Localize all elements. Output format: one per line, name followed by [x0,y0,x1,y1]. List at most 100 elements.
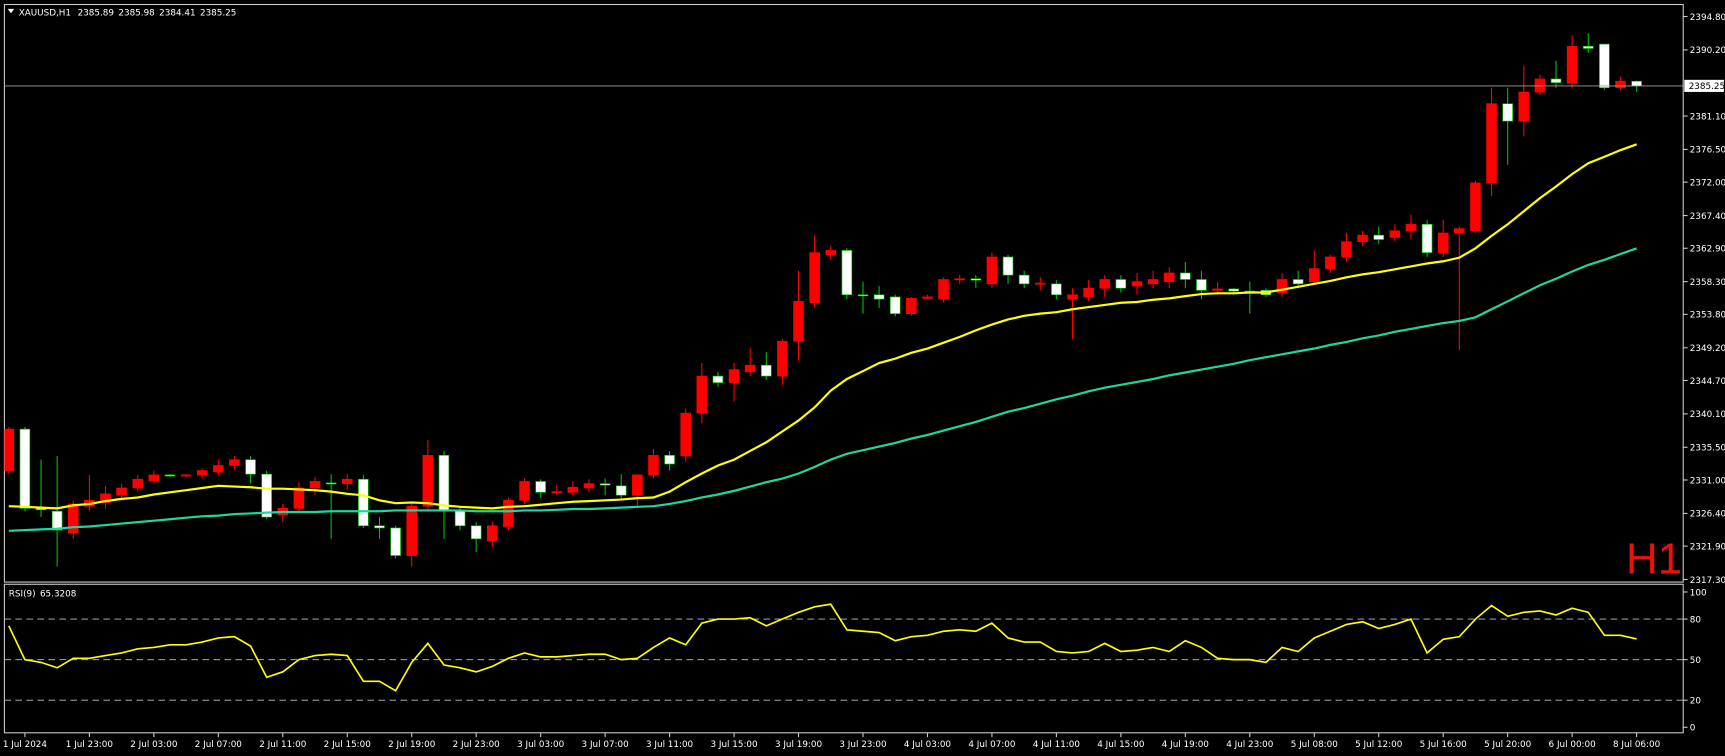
candle-body [1034,282,1046,285]
x-tick-label: 2 Jul 15:00 [324,740,372,750]
candle-body [325,482,337,485]
candle-body [1566,45,1578,84]
candle-body [358,478,369,527]
candle-body [809,252,820,304]
candle-body [1454,228,1465,234]
x-tick-label: 2 Jul 07:00 [195,740,243,750]
candle-body [390,527,401,556]
candle-body [615,485,627,496]
rsi-tick-label: 20 [1690,697,1702,707]
candle-body [100,493,111,503]
y-tick-label: 2362.90 [1690,245,1725,255]
x-tick-label: 3 Jul 07:00 [582,740,630,750]
symbol: XAUUSD,H1 [19,9,71,19]
candle-body [857,294,869,297]
x-tick-label: 5 Jul 08:00 [1291,740,1339,750]
rsi-panel [3,583,1684,734]
candle-body [245,459,256,475]
candle-body [164,474,176,477]
x-tick-label: 4 Jul 03:00 [904,740,952,750]
candle-body [1292,279,1304,285]
candle-body [873,294,885,300]
candle-body [341,478,353,484]
y-tick-label: 2335.50 [1690,444,1725,454]
y-tick-label: 2321.90 [1690,542,1725,552]
candle-body [422,454,434,507]
candle-body [1115,279,1127,289]
y-tick-label: 2376.50 [1690,146,1725,156]
candle-body [1357,234,1368,243]
candle-body [519,481,530,501]
candle-body [503,500,514,527]
rsi-line [8,603,1637,692]
y-tick-label: 2372.00 [1690,178,1725,188]
candle-body [1018,274,1030,285]
y-tick-label: 2344.70 [1690,377,1725,387]
rsi-value: 65.3208 [40,589,76,599]
x-tick-label: 5 Jul 12:00 [1355,740,1403,750]
candle-body [132,478,144,489]
close-price: 2385.25 [200,9,236,19]
last-price-box [1684,79,1724,92]
menu-arrow[interactable] [7,8,15,14]
x-tick-label: 2 Jul 11:00 [259,740,307,750]
y-tick-label: 2317.30 [1690,576,1725,586]
y-tick-label: 2381.10 [1690,112,1725,122]
x-tick-label: 3 Jul 19:00 [775,740,823,750]
y-tick-label: 2326.40 [1690,510,1725,520]
candle-body [1180,272,1191,280]
candle-body [1325,256,1336,269]
candle-body [696,375,708,414]
x-tick-label: 1 Jul 2024 [3,740,48,750]
candle-body [1308,268,1320,282]
candle-body [470,525,482,540]
candle-body [922,296,933,299]
candle-body [180,474,192,477]
y-tick-label: 2390.20 [1690,46,1725,56]
candle-body [889,296,901,314]
candle-body [664,454,675,465]
x-tick-label: 8 Jul 06:00 [1613,740,1661,750]
x-tick-label: 6 Jul 00:00 [1549,740,1597,750]
low-price: 2384.41 [159,9,195,19]
main-panel [3,3,1684,583]
candle-body [1131,281,1143,287]
x-tick-label: 4 Jul 07:00 [968,740,1016,750]
candle-body [793,300,804,342]
candle-body [116,487,127,496]
candle-body [648,454,659,476]
candle-body [261,473,272,518]
candle-body [1631,80,1642,87]
candle-body [438,454,450,512]
candle-body [1502,103,1513,122]
candle-body [1470,182,1481,232]
candle-body [1147,279,1159,285]
high-price: 2385.98 [118,9,154,19]
candle-body [906,298,917,314]
last-price-label: 2385.25 [1689,82,1725,92]
candle-body [680,412,691,457]
x-tick-label: 3 Jul 03:00 [517,740,565,750]
candle-body [728,369,740,383]
candle-body [1276,279,1288,293]
candle-body [954,278,965,281]
rsi-tick-label: 80 [1690,615,1702,625]
x-tick-label: 5 Jul 20:00 [1484,740,1532,750]
candle-body [1196,279,1207,291]
y-tick-label: 2340.10 [1690,410,1725,420]
y-tick-label: 2367.40 [1690,212,1725,222]
x-tick-label: 4 Jul 15:00 [1097,740,1145,750]
y-tick-label: 2394.80 [1690,13,1725,23]
candle-body [825,250,837,256]
open-price: 2385.89 [78,9,114,19]
candle-body [1002,256,1014,276]
candle-body [4,428,15,471]
y-tick-label: 2353.80 [1690,311,1725,321]
candle-body [1389,230,1401,238]
moving-average [8,143,1638,510]
timeframe-label: H1 [1626,534,1682,583]
x-tick-label: 3 Jul 15:00 [710,740,758,750]
x-tick-label: 4 Jul 11:00 [1033,740,1081,750]
